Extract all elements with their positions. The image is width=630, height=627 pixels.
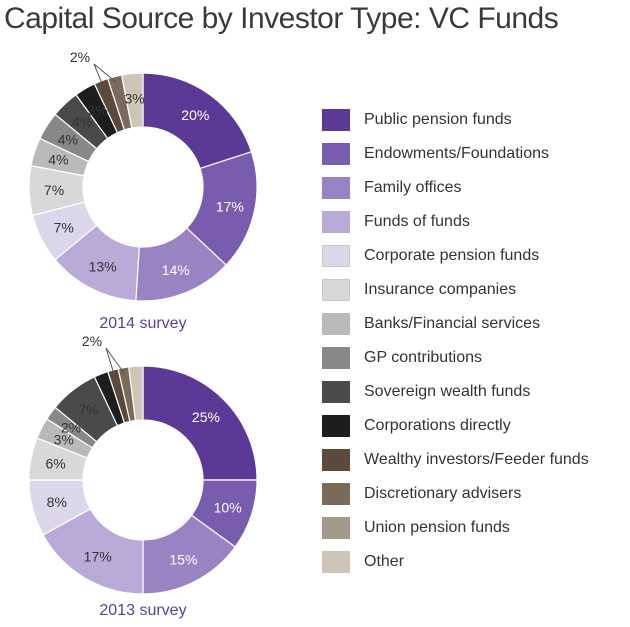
legend-item-banks-financial-services: Banks/Financial services [322,307,589,341]
legend-swatch-union-pension-funds [322,517,350,539]
survey-caption-2014: 2014 survey [99,315,186,332]
legend-label-banks-financial-services: Banks/Financial services [364,315,541,332]
slice-2014-public-pension-funds [142,72,253,170]
legend-swatch-banks-financial-services [322,313,350,335]
slice-label-2014-other: 3% [125,90,145,106]
legend-swatch-endowments-foundations [322,143,350,165]
donut-2013: 25%10%15%17%8%6%3%2%7%2%2013 survey [28,333,258,619]
legend-item-funds-of-funds: Funds of funds [322,205,589,239]
legend-swatch-corporate-pension-funds [322,245,350,267]
slice-label-2013-sovereign-wealth-funds: 7% [78,402,98,418]
legend-label-endowments-foundations: Endowments/Foundations [364,145,549,162]
callout-label-2013: 2% [82,333,102,349]
callout-leader-2014-wealthy-investors-feeder-funds [93,63,104,87]
callout-leader-2014-discretionary-advisers [93,63,117,83]
slice-label-2014-endowments-foundations: 17% [216,198,244,214]
donut-2014: 20%17%14%13%7%7%4%4%4%3%3%2%2014 survey [28,49,258,332]
legend-label-insurance-companies: Insurance companies [364,281,517,298]
legend-item-wealthy-investors-feeder-funds: Wealthy investors/Feeder funds [322,443,589,477]
legend-item-insurance-companies: Insurance companies [322,273,589,307]
slice-label-2014-public-pension-funds: 20% [181,107,209,123]
legend-item-sovereign-wealth-funds: Sovereign wealth funds [322,375,589,409]
callout-leader-2013-discretionary-advisers [105,347,125,374]
slice-label-2014-funds-of-funds: 13% [89,258,117,274]
legend-label-other: Other [364,553,405,570]
chart-title: Capital Source by Investor Type: VC Fund… [4,2,559,35]
legend-swatch-public-pension-funds [322,109,350,131]
legend-item-family-offices: Family offices [322,171,589,205]
legend-label-wealthy-investors-feeder-funds: Wealthy investors/Feeder funds [364,451,589,468]
legend-item-other: Other [322,545,589,579]
slice-2013-public-pension-funds [142,365,258,481]
legend-swatch-funds-of-funds [322,211,350,233]
legend-item-discretionary-advisers: Discretionary advisers [322,477,589,511]
legend-label-sovereign-wealth-funds: Sovereign wealth funds [364,383,531,400]
legend-label-public-pension-funds: Public pension funds [364,111,512,128]
slice-label-2013-endowments-foundations: 10% [214,500,242,516]
legend-swatch-insurance-companies [322,279,350,301]
callout-leader-2013-wealthy-investors-feeder-funds [105,347,115,376]
slice-label-2014-corporate-pension-funds: 7% [54,219,74,235]
slice-label-2013-insurance-companies: 6% [45,455,65,471]
slice-label-2013-public-pension-funds: 25% [192,409,220,425]
slice-label-2014-banks-financial-services: 4% [48,151,68,167]
legend-swatch-discretionary-advisers [322,483,350,505]
slice-label-2014-gp-contributions: 4% [58,131,78,147]
slice-2013-other [128,365,144,422]
legend-swatch-wealthy-investors-feeder-funds [322,449,350,471]
legend-item-endowments-foundations: Endowments/Foundations [322,137,589,171]
legend-swatch-corporations-directly [322,415,350,437]
slice-label-2013-family-offices: 15% [169,551,197,567]
legend-swatch-gp-contributions [322,347,350,369]
slice-label-2014-corporations-directly: 3% [88,102,108,118]
callout-label-2014: 2% [70,49,90,65]
legend-label-union-pension-funds: Union pension funds [364,519,510,536]
legend-label-family-offices: Family offices [364,179,462,196]
slice-label-2014-insurance-companies: 7% [44,182,64,198]
legend-swatch-other [322,551,350,573]
legend-label-corporate-pension-funds: Corporate pension funds [364,247,540,264]
legend-swatch-sovereign-wealth-funds [322,381,350,403]
legend-item-public-pension-funds: Public pension funds [322,103,589,137]
legend-label-gp-contributions: GP contributions [364,349,482,366]
slice-label-2013-banks-financial-services: 3% [54,432,74,448]
slice-label-2014-sovereign-wealth-funds: 4% [72,114,92,130]
slice-2014-other [120,72,144,129]
legend-label-funds-of-funds: Funds of funds [364,213,470,230]
slice-label-2013-corporate-pension-funds: 8% [47,494,67,510]
legend-item-corporate-pension-funds: Corporate pension funds [322,239,589,273]
legend-label-discretionary-advisers: Discretionary advisers [364,485,522,502]
legend-item-gp-contributions: GP contributions [322,341,589,375]
legend-swatch-family-offices [322,177,350,199]
slice-label-2014-family-offices: 14% [162,262,190,278]
legend-label-corporations-directly: Corporations directly [364,417,511,434]
slice-label-2013-funds-of-funds: 17% [84,549,112,565]
legend-item-corporations-directly: Corporations directly [322,409,589,443]
legend-item-union-pension-funds: Union pension funds [322,511,589,545]
survey-caption-2013: 2013 survey [99,602,186,619]
slice-label-2013-gp-contributions: 2% [61,420,81,436]
legend: Public pension funds Endowments/Foundatio… [322,103,589,579]
